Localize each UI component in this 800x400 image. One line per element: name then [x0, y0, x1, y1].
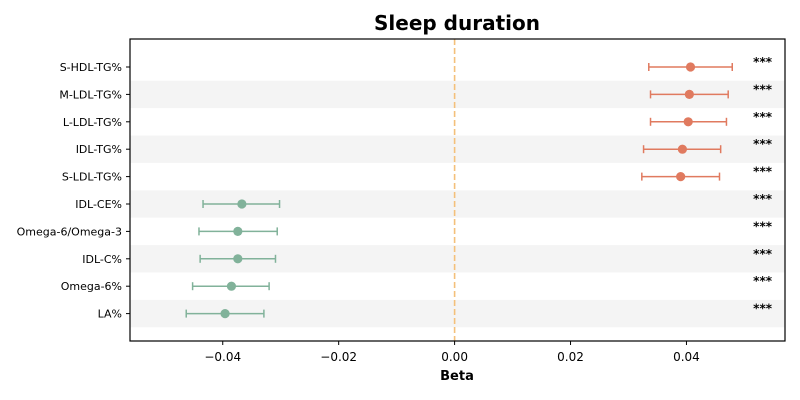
y-tick-label: M-LDL-TG%: [59, 88, 122, 101]
point-estimate: [676, 172, 686, 182]
chart-title: Sleep duration: [374, 11, 540, 35]
significance-label: ***: [753, 192, 773, 206]
point-estimate: [685, 62, 696, 72]
significance-label: ***: [753, 302, 773, 316]
point-estimate: [233, 226, 243, 236]
point-estimate: [220, 309, 230, 319]
x-tick-label: 0.00: [441, 350, 468, 364]
y-tick-label: S-LDL-TG%: [62, 171, 122, 184]
y-tick-label: IDL-TG%: [76, 143, 122, 156]
y-tick-label: L-LDL-TG%: [63, 116, 122, 129]
x-tick-label: −0.04: [204, 350, 241, 364]
significance-label: ***: [753, 247, 773, 261]
point-estimate: [237, 199, 247, 209]
significance-label: ***: [753, 110, 773, 124]
significance-label: ***: [753, 137, 773, 151]
data-marks-group: *** *** *** *** *** *** *** *** *** ***: [185, 55, 773, 319]
point-estimate: [677, 144, 688, 154]
y-tick-label: Omega-6/Omega-3: [17, 225, 122, 238]
point-estimate: [683, 117, 693, 127]
y-tick-label: S-HDL-TG%: [60, 61, 122, 74]
x-tick-label: 0.02: [557, 350, 584, 364]
significance-label: ***: [753, 274, 773, 288]
plot-frame-group: [129, 38, 786, 342]
point-estimate: [684, 89, 694, 99]
x-axis-label: Beta: [440, 369, 474, 384]
x-axis-group: −0.04 −0.02 0.00 0.02 0.04: [204, 341, 700, 364]
point-estimate: [233, 254, 243, 264]
x-tick-label: −0.02: [320, 350, 357, 364]
point-estimate: [226, 281, 237, 291]
significance-label: ***: [753, 165, 773, 179]
y-tick-label: IDL-CE%: [75, 198, 122, 211]
y-tick-label: Omega-6%: [61, 280, 122, 293]
significance-label: ***: [753, 55, 773, 69]
y-tick-label: IDL-C%: [82, 253, 122, 266]
plot-frame: [129, 38, 786, 342]
significance-label: ***: [753, 82, 773, 96]
y-axis-group: S-HDL-TG% M-LDL-TG% L-LDL-TG% IDL-TG% S-LDL-…: [17, 61, 130, 321]
x-tick-label: 0.04: [673, 350, 700, 364]
y-tick-label: LA%: [98, 308, 122, 321]
significance-label: ***: [753, 219, 773, 233]
